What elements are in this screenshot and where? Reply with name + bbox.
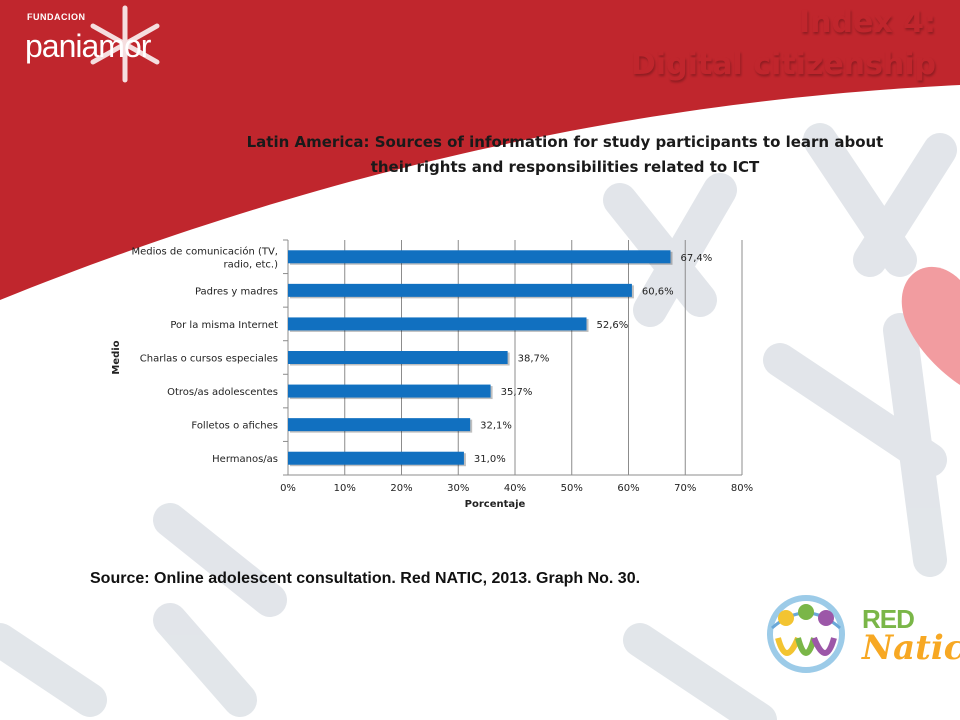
x-axis-title: Porcentaje	[465, 499, 526, 510]
bar	[288, 250, 671, 264]
bar	[288, 451, 464, 465]
x-tick-label: 80%	[731, 483, 753, 494]
bar	[288, 283, 632, 297]
x-tick-label: 60%	[617, 483, 639, 494]
snowflake-pattern	[0, 123, 957, 720]
logo-paniamor-text: paniamor	[25, 28, 151, 64]
x-tick-label: 50%	[561, 483, 583, 494]
category-label: Charlas o cursos especiales	[140, 354, 278, 365]
red-header-band	[0, 0, 960, 300]
bar-value-label: 38,7%	[518, 354, 550, 365]
x-tick-label: 10%	[334, 483, 356, 494]
bar-value-label: 67,4%	[680, 253, 712, 264]
rednatic-logo-emblem	[767, 595, 845, 673]
category-label: Folletos o afiches	[191, 421, 278, 432]
category-label: radio, etc.)	[224, 259, 279, 270]
logo-fundacion-text: FUNDACION	[27, 12, 86, 22]
category-label: Medios de comunicación (TV,	[132, 245, 278, 257]
bar	[288, 351, 508, 364]
category-label: Otros/as adolescentes	[167, 387, 278, 398]
bar	[288, 317, 587, 331]
chart-title-line2: their rights and responsibilities relate…	[370, 158, 760, 176]
snowflake-emblem	[90, 5, 160, 83]
bar	[288, 384, 491, 398]
bar-value-label: 31,0%	[474, 454, 506, 465]
category-label: Por la misma Internet	[170, 320, 278, 331]
category-label: Padres y madres	[195, 286, 278, 297]
chart-title: Latin America: Sources of information fo…	[200, 130, 930, 180]
x-tick-label: 70%	[674, 483, 696, 494]
rednatic-red-text: RED	[862, 604, 915, 634]
bar-value-label: 60,6%	[642, 286, 674, 297]
slide-title-line2: Digital citizenship	[630, 47, 936, 82]
rednatic-natic-text: Natic	[862, 628, 960, 668]
slide-title-line1: Index 4:	[798, 5, 936, 40]
category-label: Hermanos/as	[212, 454, 278, 465]
x-tick-label: 0%	[280, 483, 296, 494]
heart-shape	[901, 266, 960, 385]
slide-title: Index 4: Digital citizenship	[631, 2, 936, 86]
bar-chart: 0% 10% 20% 30% 40% 50% 60% 70% 80% 67,4% Medios de…	[111, 239, 753, 510]
x-tick-label: 30%	[447, 483, 469, 494]
bar-value-label: 52,6%	[597, 320, 629, 331]
chart-title-line1: Latin America: Sources of information fo…	[246, 133, 884, 151]
y-axis-title: Medio	[111, 340, 122, 374]
x-tick-label: 20%	[390, 483, 412, 494]
x-tick-label: 40%	[504, 483, 526, 494]
source-note: Source: Online adolescent consultation. …	[90, 570, 641, 587]
bar	[288, 418, 471, 432]
bar-value-label: 35,7%	[501, 387, 533, 398]
bar-value-label: 32,1%	[480, 421, 512, 432]
